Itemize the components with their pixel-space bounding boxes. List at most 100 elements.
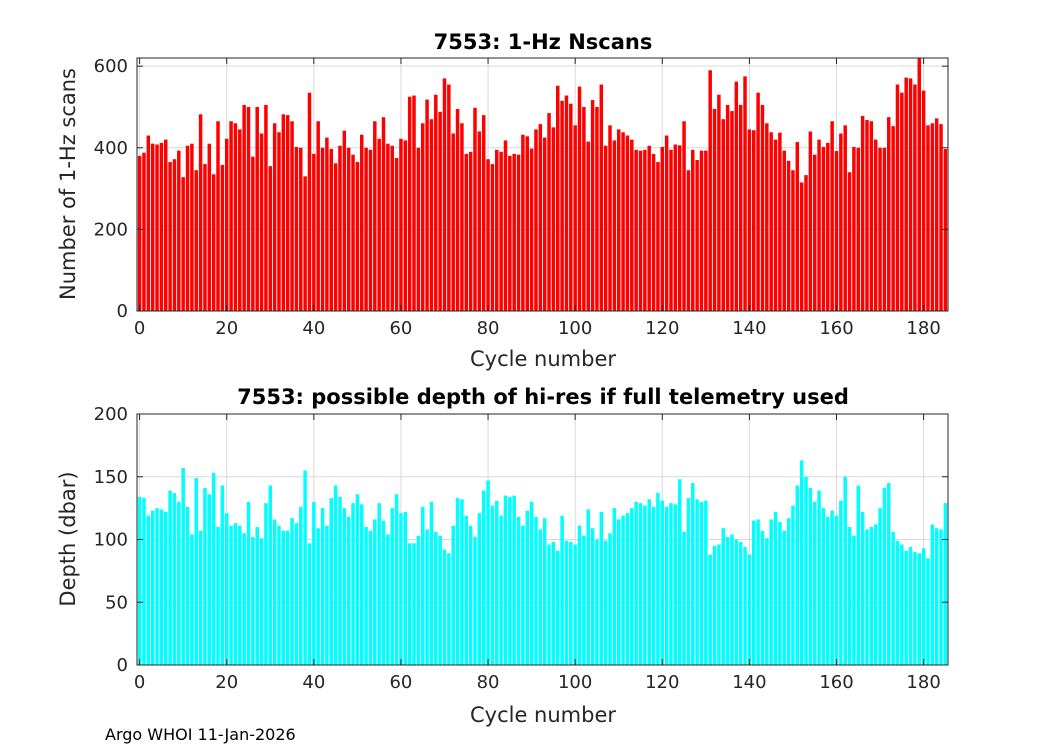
bar [194, 478, 198, 665]
bar [464, 153, 469, 311]
x-axis-label: Cycle number [470, 703, 616, 727]
bar [229, 121, 233, 311]
x-tick-label: 100 [558, 672, 592, 693]
bar [216, 526, 220, 665]
bar [730, 111, 734, 311]
bar [865, 529, 869, 665]
bar [429, 501, 434, 665]
bar [590, 528, 595, 665]
bar [616, 129, 621, 311]
bar [177, 150, 181, 311]
bar [303, 176, 307, 311]
x-tick-label: 40 [302, 672, 325, 693]
bar [316, 121, 320, 311]
bar [887, 483, 891, 665]
bar [394, 494, 399, 665]
bar [904, 550, 908, 665]
bar [277, 525, 281, 665]
bar [917, 58, 921, 311]
x-tick-label: 20 [215, 672, 238, 693]
bar [765, 123, 769, 312]
bar [934, 118, 939, 311]
bar [917, 553, 921, 665]
x-tick-label: 120 [645, 318, 679, 339]
bar [721, 119, 725, 311]
bar [159, 509, 164, 665]
bar [259, 538, 264, 665]
bar [887, 117, 891, 311]
bar [429, 119, 434, 311]
bar [351, 503, 355, 665]
bar [734, 81, 739, 311]
bar [503, 495, 508, 665]
bar [508, 155, 512, 311]
bar [360, 504, 364, 665]
bar [503, 140, 508, 311]
bar [277, 132, 281, 311]
bar [203, 164, 207, 311]
bar [312, 153, 316, 311]
bar [168, 490, 172, 665]
bar [625, 513, 630, 665]
bar [839, 500, 843, 665]
bar [856, 147, 861, 311]
bar [425, 99, 429, 311]
bar [843, 476, 847, 665]
bar [560, 515, 564, 665]
bar [455, 109, 460, 312]
bar [207, 143, 212, 311]
bar [264, 503, 268, 665]
bar [203, 488, 207, 665]
bar [137, 155, 142, 311]
x-tick-label: 120 [645, 672, 679, 693]
bar [538, 124, 543, 312]
bar [860, 115, 865, 311]
bar [830, 121, 834, 311]
bar [695, 160, 699, 311]
bar [747, 554, 752, 665]
bar [294, 146, 299, 311]
bar [926, 558, 930, 665]
bar [534, 516, 538, 665]
bar [499, 515, 503, 665]
bar [190, 143, 194, 311]
bar [224, 513, 229, 665]
bar [865, 120, 869, 311]
bar [799, 182, 804, 311]
bar [386, 534, 390, 665]
bar [638, 503, 643, 665]
bar [556, 85, 560, 312]
y-tick-label: 0 [117, 655, 128, 676]
bar [447, 553, 451, 665]
bar [159, 142, 164, 311]
bar [442, 78, 447, 311]
bar [664, 135, 669, 311]
bar [516, 516, 521, 665]
x-tick-label: 180 [906, 318, 940, 339]
bar [185, 506, 190, 665]
bar [312, 501, 316, 665]
bar [769, 519, 773, 665]
bar [651, 153, 656, 311]
bar [303, 470, 307, 665]
bar [769, 132, 773, 311]
bar [150, 510, 155, 665]
bar [416, 147, 421, 311]
bar [268, 485, 273, 665]
bar [481, 490, 486, 665]
bar [242, 533, 246, 665]
bar [338, 496, 342, 665]
x-tick-label: 160 [819, 318, 853, 339]
bar [438, 535, 442, 665]
bar-series-depth [137, 460, 948, 665]
bar-series-nscans [137, 58, 948, 312]
bar [521, 525, 525, 665]
bar [142, 152, 146, 311]
bar [582, 535, 586, 665]
bar [307, 543, 312, 665]
bar [760, 104, 765, 311]
bar [272, 519, 277, 665]
bar [900, 544, 904, 665]
x-tick-label: 0 [134, 672, 145, 693]
